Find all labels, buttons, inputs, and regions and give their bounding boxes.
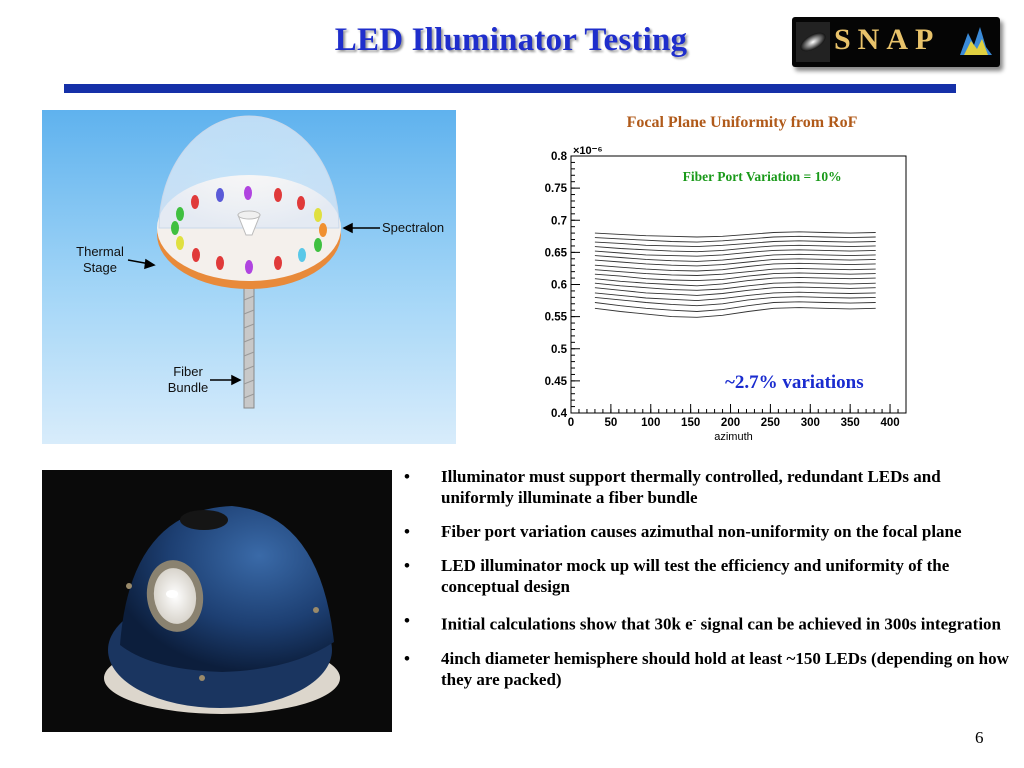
x-tick-label: 300 — [801, 417, 820, 429]
bullet-item: • Illuminator must support thermally cont… — [404, 467, 941, 507]
x-tick-label: 400 — [880, 417, 899, 429]
series-line — [594, 282, 876, 291]
series-line — [594, 249, 876, 257]
logo-artwork — [796, 22, 992, 62]
y-tick-label: 0.4 — [551, 408, 568, 420]
bullet-item: • LED illuminator mock up will test the e… — [404, 556, 950, 596]
series-line — [594, 240, 876, 248]
x-axis-label: azimuth — [714, 431, 753, 443]
y-tick-label: 0.5 — [551, 344, 568, 356]
spectralon-label: Spectralon — [382, 220, 445, 235]
fiber-port-annotation: Fiber Port Variation = 10% — [683, 169, 842, 184]
y-multiplier: ×10⁻⁶ — [573, 145, 603, 157]
y-tick-label: 0.65 — [545, 247, 568, 259]
series-line — [594, 235, 876, 243]
y-tick-label: 0.6 — [551, 280, 567, 292]
series-line — [594, 272, 876, 282]
bullet-list: • Illuminator must support thermally cont… — [400, 466, 1012, 703]
series-line — [594, 291, 876, 302]
label-arrows — [127, 222, 380, 386]
series-line — [594, 231, 876, 238]
bullet-item: • 4inch diameter hemisphere should hold a… — [404, 648, 1009, 689]
logo-text: SNAP — [834, 23, 941, 56]
fiber-bundle-label: Fiber Bundle — [167, 364, 209, 395]
series-line — [594, 286, 876, 296]
plot-frame — [570, 155, 907, 414]
series-line — [594, 267, 876, 276]
bullet-item: • Initial calculations show that 30k e- s… — [404, 611, 1002, 634]
photo-drawing — [104, 506, 340, 714]
series-line — [594, 276, 876, 287]
dome-drawing — [127, 115, 380, 409]
y-tick-label: 0.55 — [545, 312, 568, 324]
uniformity-chart: 0.4 0.45 0.5 0.55 0.6 0.65 0.7 0.75 0.8 0 50 100 150… — [545, 145, 907, 443]
x-tick-label: 150 — [681, 417, 700, 429]
bullet-item: • Fiber port variation causes azimuthal n… — [404, 522, 962, 541]
series-line — [594, 258, 876, 267]
x-tick-label: 200 — [721, 417, 740, 429]
x-tick-label: 250 — [761, 417, 780, 429]
y-tick-label: 0.45 — [545, 376, 568, 388]
snap-logo: SNAP — [792, 17, 1000, 67]
thermal-stage-label: Thermal Stage — [76, 244, 124, 275]
y-tick-label: 0.7 — [551, 215, 567, 227]
page-title: LED Illuminator Testing — [334, 22, 688, 58]
y-tick-label: 0.8 — [551, 151, 568, 163]
series-line — [594, 296, 876, 307]
series-line — [594, 244, 876, 253]
variation-callout: ~2.7% variations — [725, 372, 864, 393]
x-tick-label: 100 — [641, 417, 660, 429]
x-tick-label: 0 — [568, 417, 574, 429]
led-ring — [171, 186, 327, 274]
title-rule — [64, 84, 956, 93]
page-number: 6 — [975, 728, 984, 747]
chart-title: Focal Plane Uniformity from RoF — [626, 114, 858, 131]
x-tick-label: 350 — [841, 417, 860, 429]
series-line — [594, 301, 876, 312]
series-line — [594, 262, 876, 272]
series-line — [594, 307, 876, 318]
y-tick-label: 0.75 — [545, 183, 568, 195]
series-line — [594, 253, 876, 262]
dome-mockup-photo — [42, 470, 392, 732]
led-dome-illustration: Spectralon Thermal Stage Fiber Bundle — [42, 110, 456, 444]
x-tick-label: 50 — [604, 417, 617, 429]
